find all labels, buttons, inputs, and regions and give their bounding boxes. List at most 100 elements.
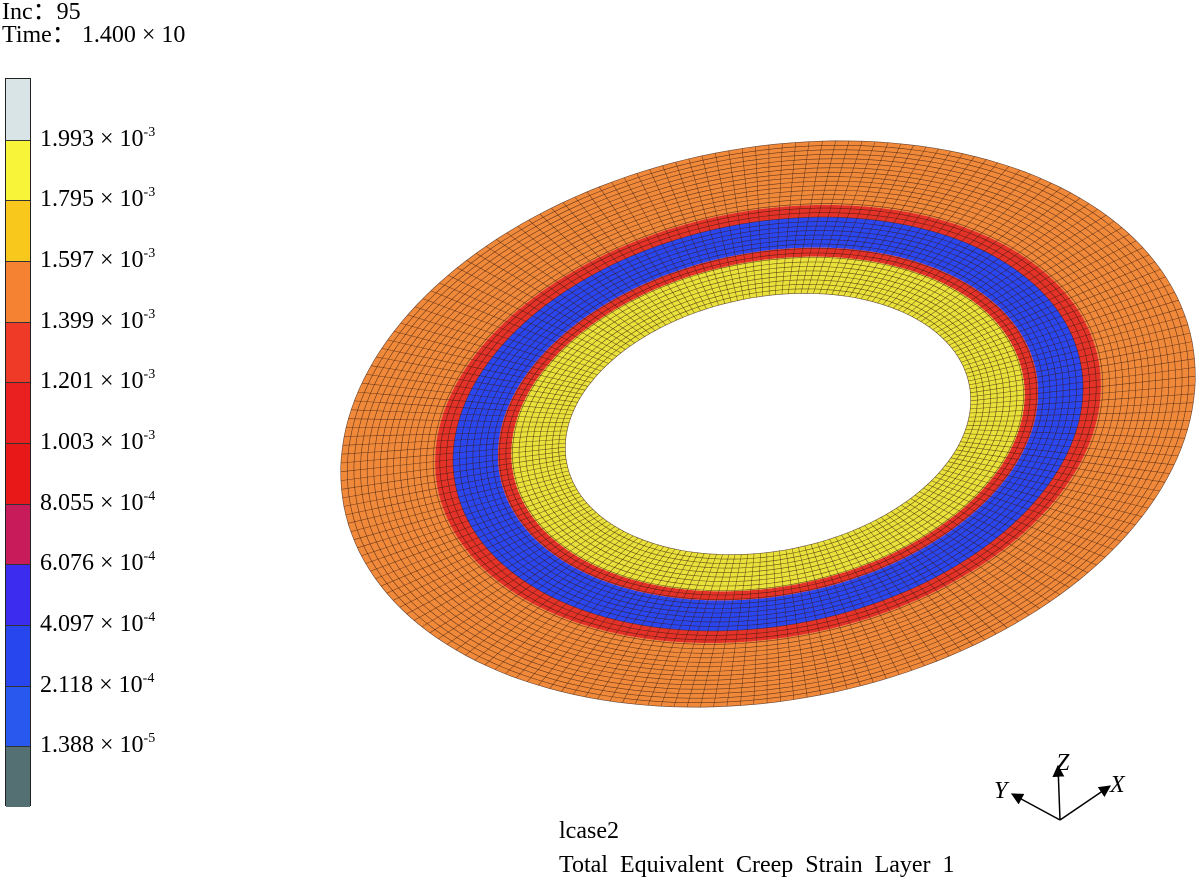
- mesh-radial-line: [586, 191, 684, 318]
- legend-swatch: [6, 321, 30, 383]
- mesh-radial-line: [968, 332, 1191, 382]
- legend-mantissa: 1.795 × 10: [40, 186, 144, 213]
- legend-level-label: 1.003 × 10-3: [40, 428, 156, 455]
- mesh-radial-line: [936, 227, 1123, 333]
- mesh-radial-line: [804, 545, 848, 690]
- mesh-radial-line: [772, 551, 781, 702]
- legend-exponent: -3: [143, 428, 156, 443]
- legend-swatch: [6, 564, 30, 625]
- mesh-radial-line: [370, 365, 581, 399]
- mesh-radial-line: [912, 192, 1071, 317]
- mesh-radial-line: [860, 153, 964, 300]
- mesh-radial-line: [340, 442, 566, 464]
- plot-title: Total Equivalent Creep Strain Layer 1: [559, 852, 955, 878]
- legend-exponent: -5: [143, 731, 156, 747]
- time-label: Time：: [2, 22, 76, 48]
- mesh-radial-line: [381, 348, 586, 391]
- mesh-radial-line: [574, 196, 678, 321]
- legend-mantissa: 1.201 × 10: [40, 368, 144, 395]
- legend-mantissa: 4.097 × 10: [40, 611, 144, 637]
- mesh-radial-line: [413, 515, 600, 621]
- mesh-radial-line: [728, 150, 751, 299]
- y-axis-label: Y: [994, 778, 1010, 804]
- mesh-radial-line: [755, 146, 764, 297]
- mesh-radial-line: [348, 470, 569, 524]
- mesh-radial-line: [953, 453, 1160, 492]
- mesh-radial-line: [636, 173, 707, 310]
- mesh-radial-line: [939, 233, 1130, 336]
- inc-label: Inc：: [2, 0, 57, 25]
- mesh-radial-line: [561, 547, 670, 692]
- inc-value: 95: [56, 0, 81, 25]
- load-case-name: lcase2: [559, 818, 619, 844]
- legend-mantissa: 1.993 × 10: [40, 125, 144, 152]
- legend-mantissa: 1.388 × 10: [40, 732, 144, 759]
- mesh-radial-line: [686, 554, 730, 708]
- legend-mantissa: 8.055 × 10: [40, 489, 144, 516]
- mesh-radial-line: [375, 496, 582, 579]
- legend-swatch: [6, 685, 30, 747]
- coordinate-triad: Z X Y: [994, 750, 1126, 821]
- mesh-radial-line: [931, 480, 1114, 550]
- mesh-radial-line: [880, 517, 1008, 629]
- legend-level-label: 1.201 × 10-3: [40, 367, 155, 395]
- mesh-radial-line: [415, 306, 602, 372]
- mesh-radial-line: [484, 535, 634, 666]
- mesh-radial-line: [916, 197, 1081, 320]
- mesh-radial-line: [877, 162, 998, 304]
- legend-mantissa: 1.003 × 10: [40, 429, 144, 455]
- mesh-radial-line: [871, 159, 987, 302]
- mesh-radial-line: [924, 208, 1098, 325]
- mesh-radial-line: [713, 554, 742, 707]
- mesh-radial-line: [366, 374, 578, 403]
- mesh-radial-line: [858, 527, 962, 652]
- legend-swatch: [6, 382, 30, 443]
- mesh-radial-line: [967, 324, 1188, 378]
- mesh-radial-line: [969, 402, 1194, 414]
- mesh-radial-line: [438, 523, 612, 640]
- mesh-radial-line: [345, 466, 568, 516]
- legend-level-label: 1.795 × 10-3: [40, 185, 155, 213]
- mesh-radial-line: [960, 441, 1175, 466]
- mesh-radial-line: [891, 511, 1030, 616]
- mesh-radial-line: [902, 182, 1052, 313]
- mesh-radial-line: [392, 506, 590, 601]
- mesh-radial-line: [753, 553, 761, 705]
- mesh-radial-line: [351, 409, 571, 419]
- mesh-radial-line: [817, 542, 874, 683]
- mesh-radial-line: [967, 420, 1190, 422]
- mesh-radial-line: [660, 554, 717, 707]
- mesh-radial-line: [959, 284, 1171, 359]
- mesh-radial-line: [835, 536, 913, 671]
- mesh-radial-line: [920, 203, 1090, 322]
- mesh-radial-line: [791, 548, 821, 695]
- mesh-radial-line: [346, 426, 569, 428]
- mesh-radial-line: [798, 547, 835, 693]
- mesh-radial-line: [946, 247, 1144, 342]
- legend-level-label: 6.076 × 10-4: [40, 549, 155, 575]
- y-axis-arrow: [1010, 793, 1061, 821]
- legend-exponent: -3: [143, 306, 156, 322]
- mesh-radial-line: [361, 485, 575, 556]
- mesh-radial-line: [932, 220, 1115, 330]
- legend-color-bar: [5, 78, 31, 807]
- mesh-radial-line: [455, 528, 620, 651]
- mesh-radial-line: [944, 465, 1143, 517]
- mesh-radial-line: [837, 145, 914, 296]
- legend-exponent: -4: [142, 670, 155, 686]
- mesh-radial-line: [343, 462, 567, 507]
- mesh-radial-line: [505, 539, 643, 675]
- mesh-radial-line: [870, 522, 985, 641]
- legend-exponent: -3: [143, 246, 156, 261]
- mesh-radial-line: [779, 550, 795, 700]
- mesh-radial-line: [866, 156, 975, 301]
- mesh-radial-line: [474, 533, 629, 661]
- legend-swatch: [6, 443, 30, 504]
- mesh-radial-line: [421, 518, 604, 628]
- mesh-radial-line: [572, 548, 676, 695]
- mesh-radial-line: [562, 202, 672, 323]
- mesh-radial-line: [341, 438, 566, 455]
- mesh-radial-line: [813, 141, 863, 294]
- mesh-radial-line: [961, 292, 1175, 363]
- mesh-radial-line: [365, 489, 577, 564]
